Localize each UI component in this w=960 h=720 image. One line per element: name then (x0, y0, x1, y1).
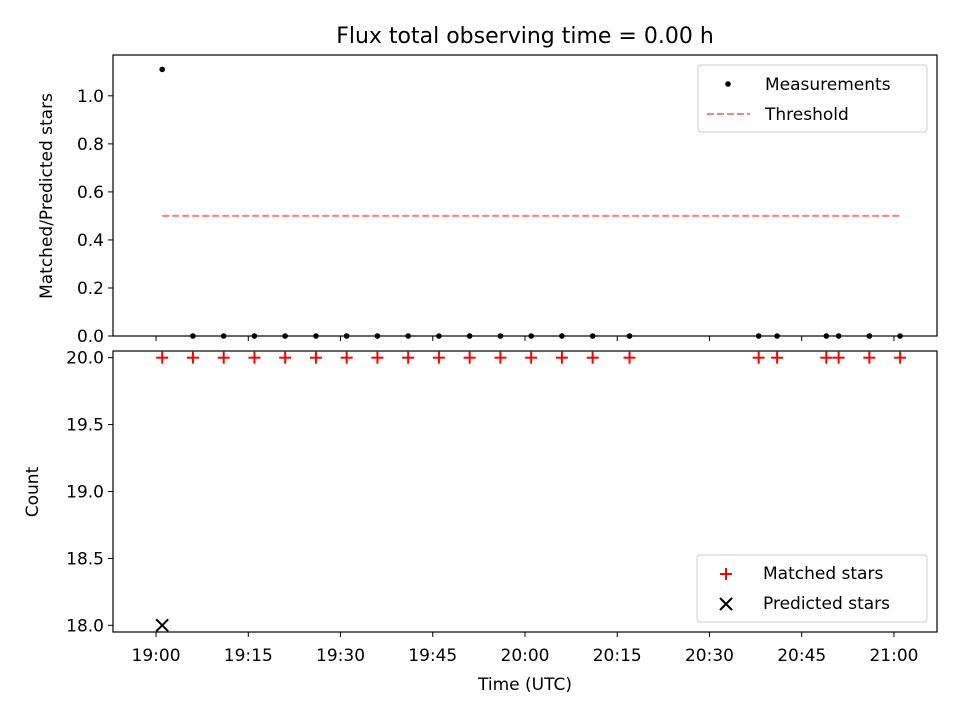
measurements-point (159, 66, 165, 73)
top-y-tick-label: 0.6 (77, 183, 104, 203)
bottom-x-tick-label: 19:15 (224, 646, 273, 666)
top-legend: Measurements Threshold (697, 64, 928, 133)
bottom-x-tick-label: 20:30 (685, 646, 734, 666)
x-axis-label: Time (UTC) (477, 675, 572, 695)
legend-threshold-label: Threshold (764, 105, 849, 125)
matched-stars-point (279, 351, 292, 364)
bottom-y-tick-label: 19.5 (66, 416, 104, 436)
legend-predicted-stars-marker (719, 597, 733, 611)
matched-stars-point (586, 351, 599, 364)
matched-stars-point (555, 351, 568, 364)
bottom-y-tick-label: 18.0 (66, 616, 104, 636)
bottom-panel: 18.0 18.5 19.0 19.5 20.0 19:00 19:15 19:30 19:45… (23, 349, 938, 695)
predicted-stars-point-b (155, 618, 169, 633)
matched-stars-point (463, 351, 476, 364)
matched-stars-point (623, 351, 636, 364)
matched-stars-point (752, 351, 765, 364)
matched-stars-point (402, 351, 415, 364)
matched-stars-point (863, 351, 876, 364)
matched-stars-point (217, 351, 230, 364)
matched-stars-point (494, 351, 507, 364)
legend-predicted-stars-label: Predicted stars (763, 594, 890, 614)
bottom-legend-box (696, 554, 928, 623)
top-y-tick-label: 0.2 (77, 279, 104, 299)
chart-title: Flux total observing time = 0.00 h (336, 24, 714, 49)
matched-stars-point (820, 351, 833, 364)
legend-matched-stars-marker (720, 568, 732, 580)
matched-stars-point (894, 351, 907, 364)
top-y-tick-label: 1.0 (77, 87, 104, 107)
top-legend-box (697, 64, 928, 133)
matched-stars-point (371, 351, 384, 364)
predicted-stars-point (155, 618, 169, 633)
legend-matched-stars-label: Matched stars (763, 564, 883, 584)
bottom-x-tick-label: 19:45 (408, 646, 457, 666)
bottom-y-tick-label: 19.0 (66, 483, 104, 503)
bottom-x-tick-label: 19:30 (316, 646, 365, 666)
bottom-x-tick-label: 20:15 (593, 646, 642, 666)
bottom-plot-area: 18.0 18.5 19.0 19.5 20.0 19:00 19:15 19:30 19:45… (66, 349, 918, 666)
bottom-legend: Matched stars Predicted stars (696, 554, 928, 623)
bottom-x-tick-label: 21:00 (869, 646, 918, 666)
matched-stars-point (186, 351, 199, 364)
bottom-y-axis-label: Count (23, 466, 43, 517)
bottom-x-tick-label: 20:45 (777, 646, 826, 666)
top-y-tick-label: 0.0 (77, 327, 104, 347)
bottom-x-tick-label: 19:00 (132, 646, 181, 666)
top-y-tick-label: 0.8 (77, 135, 104, 155)
matched-stars-point (309, 351, 322, 364)
matched-stars-point (248, 351, 261, 364)
bottom-x-tick-label: 20:00 (501, 646, 550, 666)
matched-stars-point (340, 351, 353, 364)
matched-stars-point (525, 351, 538, 364)
top-panel: Flux total observing time = 0.00 h 0.00.… (37, 24, 938, 347)
top-y-axis-label: Matched/Predicted stars (37, 93, 57, 299)
matched-stars-point (832, 351, 845, 364)
bottom-y-tick-label: 20.0 (66, 349, 104, 369)
top-plot-area: 0.0 0.2 0.4 0.6 0.8 1.0 (77, 66, 903, 347)
bottom-axes-frame (112, 350, 938, 633)
top-y-tick-label: 0.4 (77, 231, 104, 251)
matched-stars-point (432, 351, 445, 364)
matched-stars-point (156, 351, 169, 364)
matched-stars-point (771, 351, 784, 364)
legend-measurements-label: Measurements (765, 75, 891, 95)
legend-measurements-marker (725, 81, 731, 87)
bottom-y-tick-label: 18.5 (66, 549, 104, 569)
top-axes-frame (112, 54, 938, 337)
